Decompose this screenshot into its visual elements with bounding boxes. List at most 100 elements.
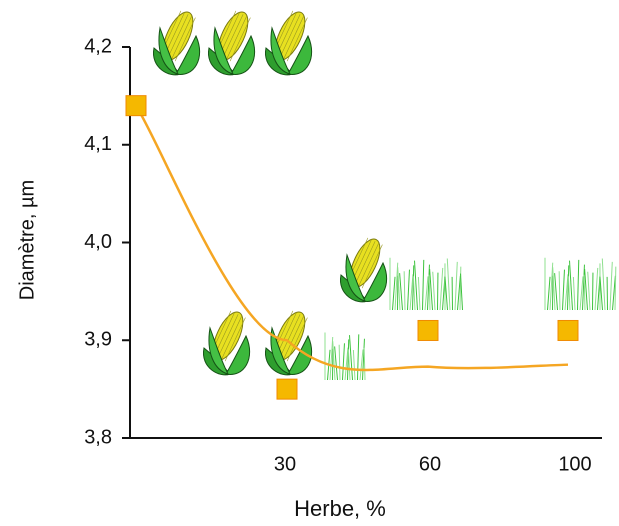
corn-grain [171,15,193,60]
icons [153,10,617,381]
grass-blade [579,276,584,311]
grass-blade [429,268,433,311]
grass-blade [564,274,569,311]
grass-blade [329,336,334,381]
corn-icon [340,237,388,303]
corn-icon [153,10,201,76]
y-axis-title: Diamètre, µm [16,180,38,300]
grass-blade [392,276,396,311]
corn-leaf [158,26,179,75]
grass-blade [584,268,588,311]
corn-grain [283,315,305,360]
grass-blade [344,347,349,381]
corn-grain [283,15,305,60]
grass-blade [428,274,431,311]
corn-leaf [225,334,251,375]
grass-blade [558,271,561,311]
grass-blade [363,347,366,381]
grass-blade [554,273,558,311]
grass-blade [601,258,606,311]
corn-leaf [213,26,234,75]
corn-leaf [208,326,229,375]
grass-blade [457,275,461,311]
corn-icon [208,10,256,76]
x-axis-title: Herbe, % [294,496,386,521]
grass-blade [459,266,462,311]
x-tick-label: 100 [558,453,591,475]
grass-blade [562,269,565,311]
fit-line [134,104,569,372]
corn-leaf [270,326,291,375]
grass-blade [424,276,429,311]
grass-blade [399,273,403,311]
grass-blade [338,344,341,381]
y-tick-label: 3,9 [84,329,112,351]
corn-grain [167,14,189,58]
grass-icon [324,332,366,381]
grass-blade [427,264,430,311]
grass-blade [362,338,365,381]
grass-blade [347,339,350,381]
grass-blade [594,267,599,311]
grass-blade [454,261,458,311]
corn-leaf [362,261,388,302]
grass-blade [460,273,463,311]
corn-leaf [230,34,256,75]
grass-blade [357,334,360,381]
grass-blade [577,259,580,311]
corn-grain [221,315,243,360]
corn-leaf [270,26,291,75]
grass-blade [332,341,336,381]
grass-blade [599,276,603,311]
grass-blade [422,259,425,311]
corn-icon [265,10,313,76]
grass-blade [334,346,338,381]
corn-grain [224,317,246,362]
corn-grain [361,244,383,289]
corn-leaf [287,34,313,75]
grass-blade [572,276,576,311]
grass-blade [412,265,415,311]
grass-blade [359,349,364,381]
grass-blade [347,349,351,381]
grass-blade [444,276,448,311]
grass-blade [567,265,570,311]
grass-blade [547,276,551,311]
grass-blade [409,274,414,311]
corn-icon [265,310,313,376]
corn-grain [279,314,301,358]
corn-grain [358,242,380,287]
grass-blade [569,260,573,311]
grass-blade [567,276,571,311]
corn-leaf [345,253,366,302]
marks [125,95,579,400]
grass-blade [609,261,613,311]
grass-blade [414,260,418,311]
corn-grain [286,17,308,62]
grass-blade [583,274,586,311]
corn-leaf [287,334,313,375]
grass-blade [582,264,585,311]
grass-blade [612,275,616,311]
grass-blade [342,343,345,381]
grass-blade [587,271,591,311]
grass-blade [403,271,406,311]
corn-grain [217,314,239,358]
corn-grain [226,15,248,60]
grass-blade [549,262,554,311]
grass-icon [389,257,463,311]
grass-blade [349,335,353,381]
corn-grain [279,14,301,58]
x-tick-label: 60 [419,453,441,475]
grass-blade [446,258,451,311]
y-tick-label: 4,0 [84,231,112,253]
grass-blade [439,267,444,311]
corn-grain [174,17,196,62]
corn-grain [286,317,308,362]
grass-blade [394,262,399,311]
grass-blade [352,349,356,381]
grass-blade [552,267,556,311]
corn-grain [222,14,244,58]
point [276,378,298,400]
